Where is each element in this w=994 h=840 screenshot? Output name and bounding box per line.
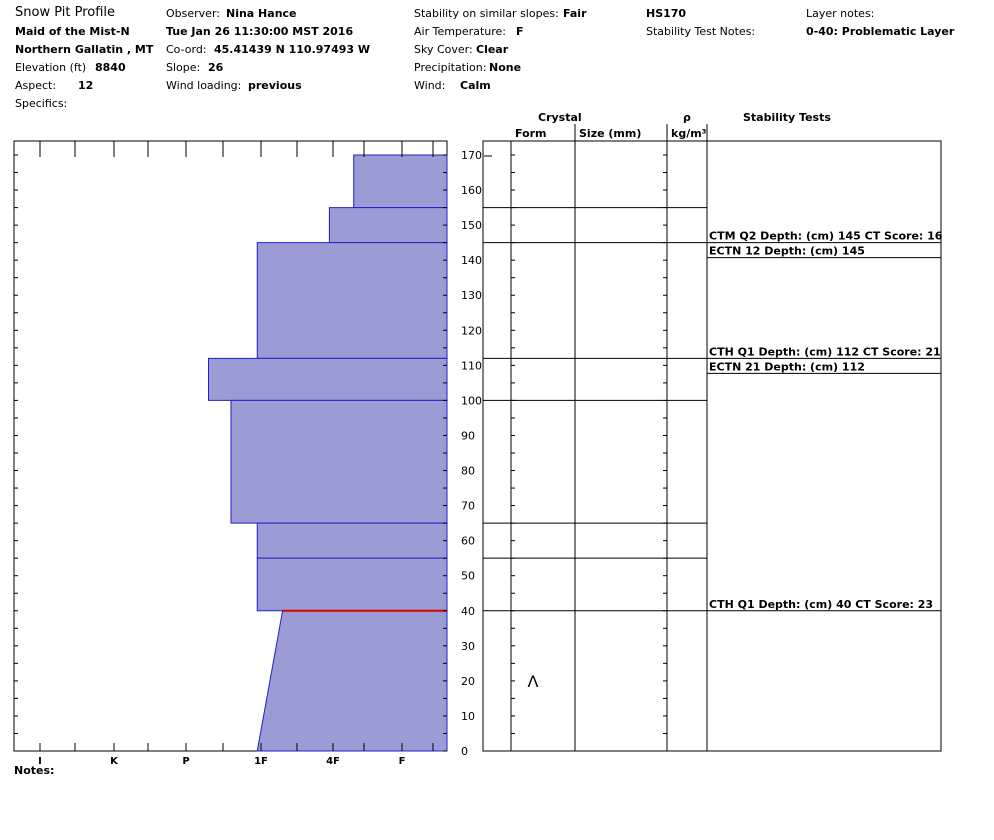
depth-tick-label: 20 (461, 675, 475, 688)
depth-tick-label: 160 (461, 184, 482, 197)
hardness-label-F: F (399, 756, 406, 767)
crystal-header: Crystal (538, 111, 582, 124)
stability-test-entry: CTH Q1 Depth: (cm) 112 CT Score: 21 (709, 345, 941, 358)
hardness-label-P: P (182, 756, 189, 767)
depth-tick-label: 130 (461, 289, 482, 302)
specifics-label: Specifics: (15, 97, 68, 110)
stability-value: Fair (563, 7, 587, 20)
hardness-layer-1 (328, 207, 448, 244)
hardness-label-K: K (110, 756, 119, 767)
mountain-range: Northern Gallatin , MT (15, 43, 154, 56)
hardness-layer-6 (256, 557, 448, 612)
location-name: Maid of the Mist-N (15, 25, 130, 38)
observer-value: Nina Hance (226, 7, 297, 20)
elevation-label: Elevation (ft) (15, 61, 87, 74)
slope-label: Slope: (166, 61, 201, 74)
wind-value: Calm (460, 79, 491, 92)
aspect-label: Aspect: (15, 79, 57, 92)
sky-cover-value: Clear (476, 43, 509, 56)
sky-cover-label: Sky Cover: (414, 43, 473, 56)
depth-tick-label: 10 (461, 710, 475, 723)
depth-tick-label: 80 (461, 465, 475, 478)
depth-tick-label: 60 (461, 535, 475, 548)
depth-tick-label: 120 (461, 324, 482, 337)
hardness-layer-7 (256, 610, 448, 752)
size-header: Size (mm) (579, 127, 642, 140)
depth-tick-label: 140 (461, 254, 482, 267)
crystal-form-symbol: Λ (528, 672, 539, 691)
coord-label: Co-ord: (166, 43, 207, 56)
precip-value: None (489, 61, 522, 74)
depth-tick-label: 90 (461, 429, 475, 442)
hardness-layer-2 (256, 242, 448, 359)
depth-tick-label: 40 (461, 605, 475, 618)
hardness-layer-0 (353, 154, 448, 209)
depth-tick-label: 170 (461, 149, 482, 162)
wind-loading-value: previous (248, 79, 302, 92)
hardness-layer-5 (256, 522, 448, 559)
page-title: Snow Pit Profile (15, 5, 116, 20)
elevation-value: 8840 (95, 61, 126, 74)
hardness-layer-4 (230, 399, 448, 524)
depth-tick-label: 70 (461, 500, 475, 513)
stability-test-notes-label: Stability Test Notes: (646, 25, 756, 38)
stability-label: Stability on similar slopes: (414, 7, 559, 20)
layer-notes-value: 0-40: Problematic Layer (806, 25, 955, 38)
stability-test-entry: ECTN 12 Depth: (cm) 145 (709, 245, 865, 258)
air-temp-value: F (516, 25, 524, 38)
observation-datetime: Tue Jan 26 11:30:00 MST 2016 (166, 25, 354, 38)
coord-value: 45.41439 N 110.97493 W (214, 43, 370, 56)
profile-table-frame (482, 140, 942, 752)
snow-height: HS170 (646, 7, 687, 20)
wind-loading-label: Wind loading: (166, 79, 242, 92)
slope-value: 26 (208, 61, 224, 74)
stability-test-entry: CTH Q1 Depth: (cm) 40 CT Score: 23 (709, 598, 933, 611)
air-temp-label: Air Temperature: (414, 25, 506, 38)
depth-tick-label: 150 (461, 219, 482, 232)
stability-tests-header: Stability Tests (743, 111, 831, 124)
density-unit-header: kg/m³ (671, 127, 707, 140)
hardness-label-1F: 1F (254, 756, 268, 767)
stability-test-entry: ECTN 21 Depth: (cm) 112 (709, 360, 865, 373)
depth-tick-label: 0 (461, 745, 468, 758)
observer-label: Observer: (166, 7, 220, 20)
depth-tick-label: 50 (461, 570, 475, 583)
hardness-layer-3 (208, 357, 448, 401)
form-header: Form (515, 127, 547, 140)
depth-tick-label: 30 (461, 640, 475, 653)
depth-tick-label: 110 (461, 359, 482, 372)
density-header: ρ (683, 111, 691, 124)
notes-label: Notes: (14, 764, 55, 777)
layer-notes-label: Layer notes: (806, 7, 875, 20)
depth-tick-label: 100 (461, 394, 482, 407)
aspect-value: 12 (78, 79, 94, 92)
wind-label: Wind: (414, 79, 446, 92)
precip-label: Precipitation: (414, 61, 487, 74)
hardness-label-4F: 4F (326, 756, 340, 767)
hardness-label-I: I (38, 756, 42, 767)
stability-test-entry: CTM Q2 Depth: (cm) 145 CT Score: 16 (709, 230, 943, 243)
